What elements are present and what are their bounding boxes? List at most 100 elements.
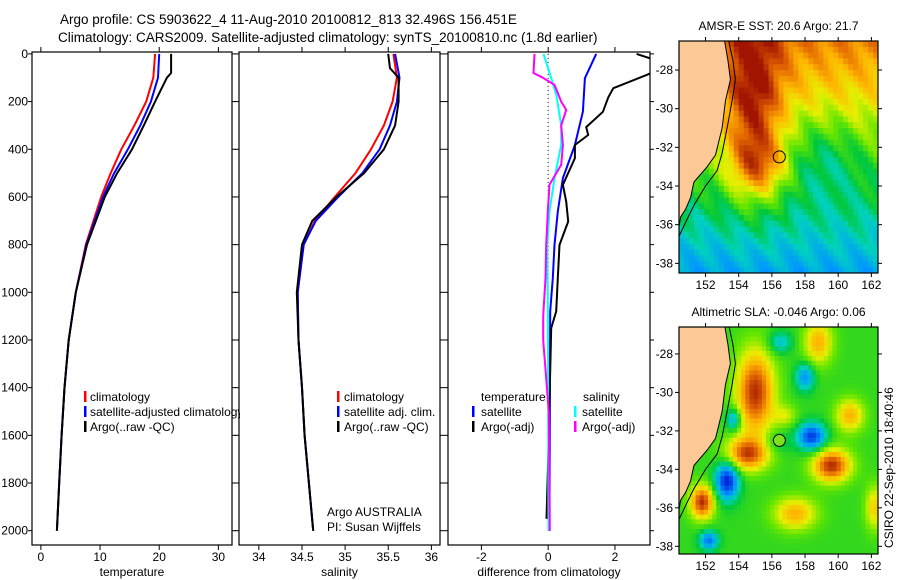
map-cell	[823, 238, 829, 245]
map-cell	[770, 476, 775, 482]
map-cell	[799, 456, 804, 463]
map-cell	[753, 428, 759, 434]
map-cell	[788, 99, 795, 106]
map-cell	[757, 341, 763, 347]
map-cell	[786, 375, 792, 381]
map-cell	[848, 186, 854, 193]
map-cell	[748, 122, 755, 129]
map-cell	[741, 375, 746, 381]
map-cell	[733, 220, 740, 228]
map-cell	[778, 41, 785, 48]
map-cell	[737, 480, 742, 487]
map-cell	[782, 490, 788, 496]
map-cell	[807, 360, 813, 367]
map-cell	[753, 485, 759, 492]
map-cell	[836, 514, 842, 520]
map-cell	[718, 145, 725, 152]
map-cell	[832, 413, 838, 419]
land-mass	[679, 327, 731, 511]
map-cell	[813, 81, 819, 88]
map-cell	[833, 232, 839, 239]
map-cell	[778, 145, 785, 152]
map-cell	[738, 64, 745, 71]
map-cell	[873, 168, 878, 175]
map-cell	[716, 476, 721, 482]
map-cell	[708, 220, 715, 228]
map-cell	[728, 168, 735, 175]
map-cell	[849, 355, 854, 362]
map-cell	[766, 548, 771, 554]
map-cell	[815, 466, 821, 472]
map-cell	[873, 122, 878, 129]
map-cell	[728, 110, 735, 117]
map-cell	[793, 104, 799, 112]
map-cell	[836, 504, 842, 511]
map-cell	[713, 186, 720, 193]
map-cell	[857, 428, 862, 434]
map-cell	[836, 346, 842, 352]
map-cell	[815, 346, 821, 352]
map-cell	[753, 476, 759, 482]
map-cell	[820, 495, 825, 501]
map-cell	[808, 168, 814, 175]
map-cell	[757, 452, 763, 458]
map-cell	[788, 116, 795, 123]
map-cell	[773, 255, 780, 262]
map-cell	[828, 524, 833, 530]
map-cell	[857, 418, 862, 424]
map-cell	[873, 351, 878, 357]
map-cell	[749, 495, 755, 501]
map-cell	[718, 267, 725, 273]
map-cell	[761, 543, 767, 549]
map-cell	[768, 174, 775, 181]
map-cell	[818, 87, 824, 94]
map-cell	[811, 524, 817, 530]
map-cell	[803, 389, 809, 395]
map-cell	[733, 46, 740, 54]
map-cell	[828, 128, 834, 135]
map-cell	[723, 162, 730, 170]
map-cell	[820, 452, 825, 458]
map-cell	[815, 394, 821, 400]
map-cell	[737, 495, 742, 501]
map-cell	[820, 471, 825, 477]
map-cell	[836, 331, 842, 338]
map-cell	[741, 399, 746, 405]
map-cell	[778, 495, 784, 501]
map-cell	[748, 209, 755, 216]
map-cell	[824, 490, 829, 496]
map-cell	[853, 52, 859, 59]
map-cell	[820, 519, 825, 525]
map-cell	[757, 543, 763, 549]
map-cell	[712, 480, 717, 487]
map-cell	[788, 87, 795, 94]
map-cell	[720, 466, 726, 472]
map-cell	[843, 197, 849, 204]
map-cell	[720, 524, 726, 530]
map-cell	[737, 519, 742, 525]
map-cell	[824, 437, 829, 443]
map-cell	[836, 490, 842, 496]
map-cell	[768, 209, 775, 216]
map-cell	[828, 64, 834, 71]
map-cell	[788, 238, 795, 245]
map-cell	[848, 104, 854, 112]
map-cell	[732, 336, 738, 342]
map-cell	[795, 466, 800, 472]
map-cell	[741, 452, 746, 458]
map-cell	[798, 261, 804, 268]
map-cell	[716, 504, 721, 511]
map-cell	[748, 162, 755, 170]
map-cell	[728, 394, 734, 400]
map-cell	[786, 432, 792, 439]
map-cell	[782, 408, 788, 415]
map-cell	[773, 122, 780, 129]
map-cell	[843, 162, 849, 170]
isobath-contour	[679, 41, 736, 237]
map-cell	[732, 447, 738, 453]
map-cell	[838, 110, 844, 117]
map-cell	[798, 52, 804, 59]
map-cell	[774, 495, 780, 501]
map-cell	[758, 238, 765, 245]
